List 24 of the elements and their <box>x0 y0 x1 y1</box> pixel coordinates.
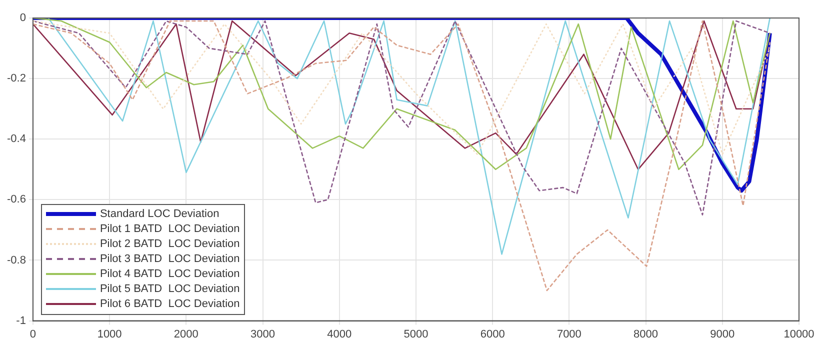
legend-label: Pilot 5 BATD LOC Deviation <box>100 282 240 297</box>
x-tick-label: 1000 <box>97 328 122 340</box>
y-tick-label: -1 <box>16 314 26 327</box>
x-tick-label: 7000 <box>556 328 582 340</box>
x-tick-label: 5000 <box>404 328 428 340</box>
x-tick-label: 0 <box>30 328 36 340</box>
x-tick-label: 3000 <box>250 328 276 340</box>
y-tick-label: -0.4 <box>6 133 26 146</box>
x-tick-label: 9000 <box>710 328 735 340</box>
legend-label: Pilot 6 BATD LOC Deviation <box>100 296 240 312</box>
x-tick-label: 4000 <box>327 328 352 340</box>
y-tick-label: 0 <box>20 12 26 24</box>
legend-label: Pilot 2 BATD LOC Deviation <box>100 236 240 252</box>
x-tick-label: 6000 <box>480 328 505 340</box>
legend-label: Pilot 3 BATD LOC Deviation <box>100 252 240 267</box>
legend-label: Standard LOC Deviation <box>100 206 220 222</box>
y-tick-label: -0.6 <box>6 194 26 206</box>
x-tick-label: 2000 <box>174 328 198 340</box>
y-tick-label: -0.8 <box>6 254 26 266</box>
legend-label: Pilot 1 BATD LOC Deviation <box>100 222 240 237</box>
legend-label: Pilot 4 BATD LOC Deviation <box>100 266 240 282</box>
x-tick-label: 10000 <box>784 328 814 340</box>
x-tick-label: 8000 <box>634 328 658 340</box>
y-tick-label: -0.2 <box>6 72 26 85</box>
